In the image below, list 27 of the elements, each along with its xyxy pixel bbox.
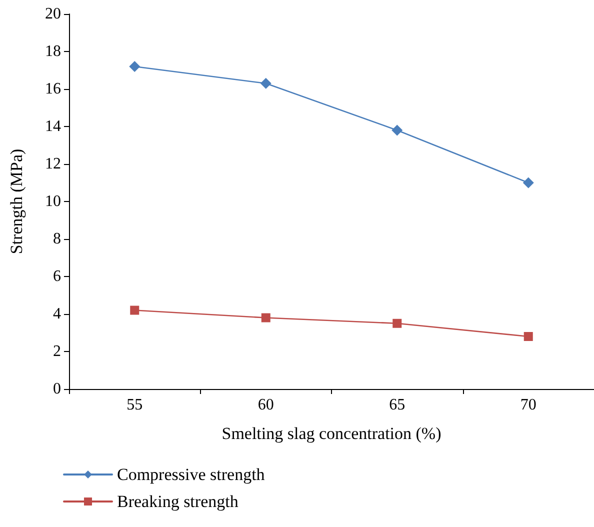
y-tick-label: 14: [45, 118, 61, 135]
x-tick-label: 55: [126, 396, 143, 414]
legend-label: Breaking strength: [117, 492, 239, 511]
y-tick-label: 16: [45, 80, 61, 98]
x-axis-title: Smelting slag concentration (%): [222, 424, 442, 443]
x-tick-label: 70: [520, 396, 536, 414]
legend-label: Compressive strength: [117, 465, 266, 484]
y-tick-label: 12: [45, 156, 61, 172]
point: [260, 78, 272, 89]
point: [130, 306, 140, 315]
point: [129, 61, 140, 72]
y-tick-label: 10: [45, 193, 61, 210]
x-tick-label: 60: [258, 396, 274, 414]
point: [261, 313, 270, 322]
point: [392, 318, 402, 328]
x-tick-label: 65: [389, 396, 406, 414]
y-tick-label: 2: [53, 343, 61, 360]
y-tick-label: 20: [45, 6, 61, 22]
y-tick-label: 4: [53, 306, 61, 322]
y-tick-label: 6: [53, 268, 61, 285]
y-tick-label: 0: [53, 380, 61, 398]
y-tick-label: 8: [53, 230, 61, 248]
point: [524, 332, 533, 341]
y-tick-label: 18: [45, 43, 61, 60]
point: [522, 177, 534, 188]
point: [392, 124, 403, 136]
y-axis-title: Strength (MPa): [7, 148, 26, 254]
